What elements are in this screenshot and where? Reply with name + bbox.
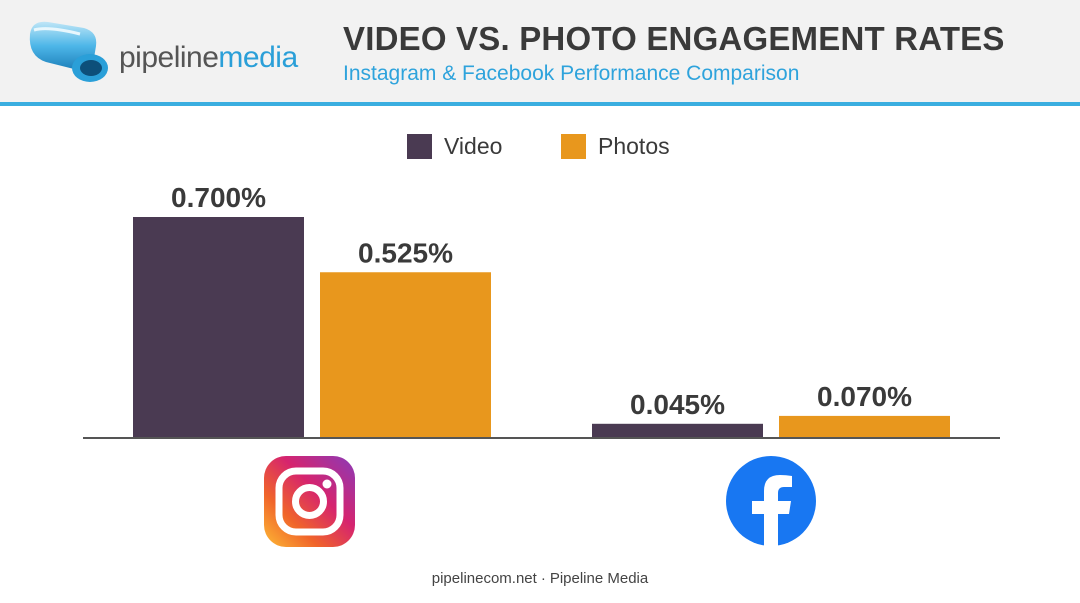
bars-group: 0.700% 0.525% 0.045% 0.070% [133, 182, 950, 438]
legend-item-photos: Photos [561, 133, 670, 160]
bar-photos-instagram [320, 272, 491, 438]
footer-site-link[interactable]: pipelinecom.net [431, 570, 537, 587]
legend-label-photos: Photos [598, 133, 670, 159]
pipeline-media-logo[interactable]: pipelinemedia [24, 14, 304, 94]
footer-company: Pipeline Media [549, 570, 649, 587]
chart-title: VIDEO VS. PHOTO ENGAGEMENT RATES [343, 20, 1005, 57]
legend-label-video: Video [444, 133, 503, 159]
bar-chart: 0.700% 0.525% 0.045% 0.070% [83, 182, 1000, 547]
brand-name-part2: media [218, 41, 298, 74]
data-label-video-instagram: 0.700% [171, 182, 266, 213]
bar-video-instagram [133, 217, 304, 438]
header: pipelinemedia VIDEO VS. PHOTO ENGAGEMENT… [0, 0, 1080, 106]
data-label-photos-facebook: 0.070% [817, 381, 912, 412]
pipe-logo-icon [29, 21, 108, 82]
facebook-icon[interactable] [726, 456, 816, 546]
brand-name: pipelinemedia [119, 41, 298, 75]
footer: pipelinecom.net · Pipeline Media [0, 570, 1080, 587]
legend-swatch-photos [561, 134, 586, 159]
data-label-video-facebook: 0.045% [630, 389, 725, 420]
legend: Video Photos [0, 133, 1080, 167]
legend-swatch-video [407, 134, 432, 159]
footer-separator: · [540, 570, 546, 587]
legend-item-video: Video [407, 133, 502, 160]
data-label-photos-instagram: 0.525% [358, 237, 453, 268]
bar-video-facebook [592, 423, 763, 438]
instagram-icon[interactable] [264, 456, 355, 547]
bar-photos-facebook [779, 415, 950, 438]
brand-name-part1: pipeline [119, 41, 219, 74]
chart-subtitle: Instagram & Facebook Performance Compari… [343, 62, 800, 85]
